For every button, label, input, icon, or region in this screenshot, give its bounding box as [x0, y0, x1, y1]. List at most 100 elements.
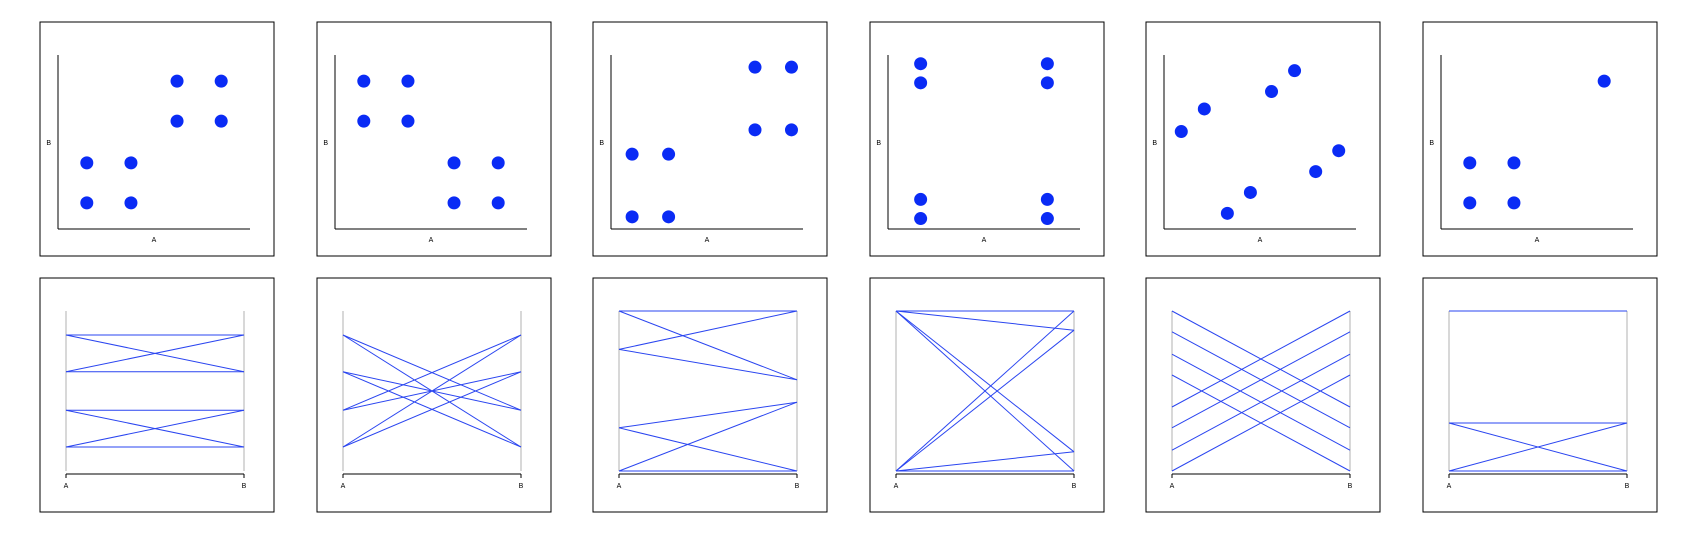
panel-frame [1145, 277, 1381, 513]
y-axis-label: B [599, 140, 604, 147]
scatter-point [447, 156, 461, 170]
scatter-point [491, 196, 505, 210]
axis-label-b: B [1348, 483, 1353, 490]
pc-line [895, 329, 1075, 472]
axis-label-b: B [242, 483, 247, 490]
pc-line [65, 409, 245, 448]
axis-label-a: A [617, 483, 622, 490]
scatter-point [214, 74, 228, 88]
axis-label-b: B [519, 483, 524, 490]
x-axis-label: A [982, 237, 987, 244]
scatter-point [214, 114, 228, 128]
panel-frame [316, 21, 552, 257]
pc-line [618, 401, 798, 472]
axis-label-a: A [64, 483, 69, 490]
scatter-point [170, 74, 184, 88]
scatter-point [914, 212, 928, 226]
y-axis-label: B [876, 140, 881, 147]
x-axis-label: A [1535, 237, 1540, 244]
x-axis-label: A [1258, 237, 1263, 244]
pc-line [65, 334, 245, 373]
scatter-point [914, 192, 928, 206]
y-axis-label: B [323, 140, 328, 147]
chart-panel-1: AB [39, 21, 275, 257]
chart-panel-3: AB [592, 21, 828, 257]
pc-line [618, 310, 798, 350]
scatter-point [748, 60, 762, 74]
pc-line [1171, 310, 1351, 408]
scatter-point [1040, 212, 1054, 226]
scatter-point [80, 156, 94, 170]
pc-line [618, 310, 798, 381]
axis-label-a: A [894, 483, 899, 490]
scatter-point [1507, 196, 1521, 210]
scatter-point [491, 156, 505, 170]
pc-line [895, 310, 1075, 453]
pc-line [895, 451, 1075, 472]
pc-line [342, 371, 522, 448]
pc-line [1171, 331, 1351, 429]
scatter-point [1507, 156, 1521, 170]
chart-panel-2: AB [316, 21, 552, 257]
scatter-point [1220, 206, 1234, 220]
scatter-point [1040, 192, 1054, 206]
scatter-point [1463, 196, 1477, 210]
scatter-point [625, 210, 639, 224]
scatter-point [1265, 85, 1279, 99]
scatter-point [80, 196, 94, 210]
scatter-point [748, 123, 762, 137]
panel-frame [869, 21, 1105, 257]
axis-label-a: A [1447, 483, 1452, 490]
axis-label-a: A [341, 483, 346, 490]
pc-line [1171, 353, 1351, 451]
pc-line [1448, 422, 1628, 472]
scatter-point [401, 114, 415, 128]
scatter-point [914, 57, 928, 71]
scatter-point [1463, 156, 1477, 170]
pc-line [618, 427, 798, 472]
scatter-point [357, 114, 371, 128]
scatter-point [662, 210, 676, 224]
x-axis-label: A [705, 237, 710, 244]
pc-line [895, 310, 1075, 472]
axis-label-b: B [1625, 483, 1630, 490]
x-axis-label: A [429, 237, 434, 244]
pc-line [895, 310, 1075, 331]
chart-panel-5: AB [1145, 21, 1381, 257]
pc-line [618, 348, 798, 381]
panel-frame [316, 277, 552, 513]
panel-frame [592, 277, 828, 513]
scatter-point [1288, 64, 1302, 78]
panel-frame [1422, 277, 1658, 513]
scatter-point [784, 123, 798, 137]
scatter-point [1597, 74, 1611, 88]
axis-label-b: B [795, 483, 800, 490]
pc-line [342, 334, 522, 411]
scatter-point [662, 147, 676, 161]
panel-frame [39, 21, 275, 257]
pc-line [342, 334, 522, 448]
scatter-point [1197, 102, 1211, 116]
scatter-point [1243, 185, 1257, 199]
axis-label-a: A [1170, 483, 1175, 490]
axis-label-b: B [1072, 483, 1077, 490]
scatter-point [784, 60, 798, 74]
panel-frame [1422, 21, 1658, 257]
scatter-point [124, 156, 138, 170]
pc-line [618, 401, 798, 429]
scatter-point [914, 76, 928, 90]
scatter-point [1174, 125, 1188, 139]
panel-frame [39, 277, 275, 513]
scatter-point [1040, 76, 1054, 90]
scatter-point [1040, 57, 1054, 71]
panel-frame [1145, 21, 1381, 257]
chart-panel-6: AB [1422, 21, 1658, 257]
scatter-point [401, 74, 415, 88]
y-axis-label: B [46, 140, 51, 147]
